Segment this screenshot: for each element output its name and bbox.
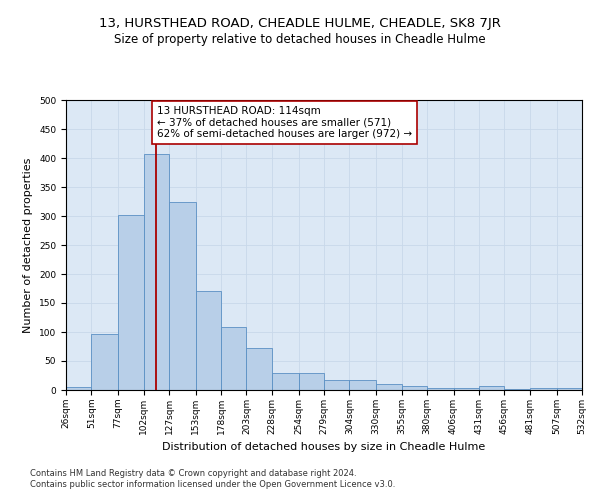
Bar <box>272 372 299 390</box>
Bar <box>349 380 376 390</box>
Text: 13 HURSTHEAD ROAD: 114sqm
← 37% of detached houses are smaller (571)
62% of semi: 13 HURSTHEAD ROAD: 114sqm ← 37% of detac… <box>157 106 412 139</box>
Bar <box>479 386 505 390</box>
Bar <box>143 154 169 390</box>
Bar <box>247 348 272 390</box>
Y-axis label: Number of detached properties: Number of detached properties <box>23 158 34 332</box>
Text: Size of property relative to detached houses in Cheadle Hulme: Size of property relative to detached ho… <box>114 32 486 46</box>
Bar <box>454 388 479 390</box>
Bar <box>530 388 557 390</box>
Bar <box>505 389 530 390</box>
Bar <box>557 388 582 390</box>
Bar <box>401 386 427 390</box>
Text: Contains public sector information licensed under the Open Government Licence v3: Contains public sector information licen… <box>30 480 395 489</box>
Bar <box>118 216 143 390</box>
Text: 13, HURSTHEAD ROAD, CHEADLE HULME, CHEADLE, SK8 7JR: 13, HURSTHEAD ROAD, CHEADLE HULME, CHEAD… <box>99 18 501 30</box>
Bar <box>324 380 349 390</box>
Bar <box>196 292 221 390</box>
Bar <box>66 387 91 390</box>
X-axis label: Distribution of detached houses by size in Cheadle Hulme: Distribution of detached houses by size … <box>163 442 485 452</box>
Bar <box>221 328 247 390</box>
Bar <box>427 388 454 390</box>
Bar <box>299 372 324 390</box>
Bar <box>169 202 196 390</box>
Text: Contains HM Land Registry data © Crown copyright and database right 2024.: Contains HM Land Registry data © Crown c… <box>30 468 356 477</box>
Bar <box>91 334 118 390</box>
Bar <box>376 384 401 390</box>
